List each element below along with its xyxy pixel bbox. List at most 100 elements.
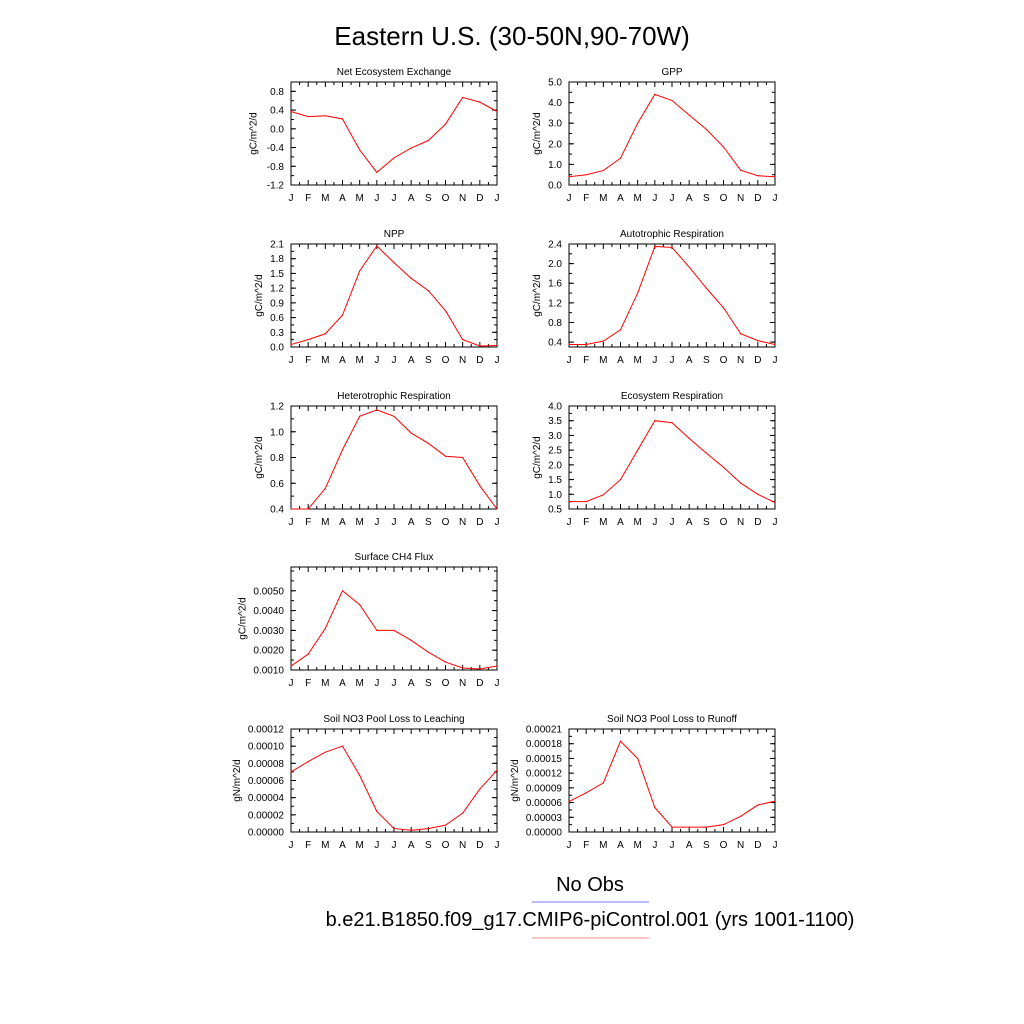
x-tick-label: A <box>339 355 346 366</box>
data-point <box>410 432 412 434</box>
plot-frame <box>290 243 498 348</box>
x-tick-label: J <box>567 517 572 528</box>
data-point <box>427 442 429 444</box>
x-tick-label: A <box>617 193 624 204</box>
data-point <box>427 651 429 653</box>
y-axis-label: gC/m^2/d <box>249 112 260 155</box>
data-point <box>341 118 344 120</box>
y-tick-label: 0.00008 <box>248 759 285 770</box>
plot-frame <box>568 81 776 186</box>
legend-label-obs: No Obs <box>556 874 624 896</box>
data-point <box>654 420 656 422</box>
x-tick-label: N <box>459 355 466 366</box>
y-tick-label: 2.0 <box>548 259 562 270</box>
x-tick-label: M <box>599 517 607 528</box>
data-point <box>479 345 481 347</box>
data-point <box>307 653 309 655</box>
x-tick-label: J <box>495 517 500 528</box>
x-tick-label: J <box>374 840 379 851</box>
data-point <box>324 627 326 630</box>
x-tick-label: J <box>773 193 778 204</box>
data-point <box>585 174 587 176</box>
series-line <box>569 420 776 503</box>
series-line <box>568 93 776 178</box>
data-point <box>602 169 604 172</box>
data-point <box>619 478 622 481</box>
data-point <box>376 171 378 173</box>
x-tick-label: F <box>583 517 589 528</box>
y-axis-label: gC/m^2/d <box>254 274 265 317</box>
y-tick-label: 0.8 <box>548 318 562 329</box>
y-tick-label: 0.9 <box>270 298 284 309</box>
x-tick-label: M <box>633 840 641 851</box>
x-tick-label: A <box>617 840 624 851</box>
y-tick-label: 1.6 <box>548 279 562 290</box>
panel-title: Soil NO3 Pool Loss to Runoff <box>607 714 737 725</box>
y-tick-label: 1.8 <box>270 254 284 265</box>
x-tick-label: J <box>289 840 294 851</box>
data-point <box>568 176 570 178</box>
data-point <box>568 800 570 803</box>
x-tick-label: J <box>392 840 397 851</box>
x-tick-label: J <box>289 678 294 689</box>
data-point <box>688 826 690 828</box>
data-point <box>619 740 622 742</box>
data-point <box>637 449 639 451</box>
x-tick-label: A <box>686 193 693 204</box>
data-point <box>671 422 673 424</box>
series-line <box>291 409 498 510</box>
x-tick-label: J <box>773 840 778 851</box>
y-tick-label: 0.00010 <box>248 742 285 753</box>
x-tick-label: M <box>355 678 363 689</box>
data-point <box>671 99 673 102</box>
x-tick-label: N <box>459 840 466 851</box>
x-tick-label: J <box>652 840 657 851</box>
data-point <box>393 262 395 264</box>
data-point <box>462 812 464 814</box>
y-tick-label: 1.5 <box>548 475 562 486</box>
x-tick-label: J <box>773 517 778 528</box>
x-tick-label: A <box>686 517 693 528</box>
y-tick-label: 1.2 <box>270 284 284 295</box>
y-tick-label: 0.6 <box>270 313 284 324</box>
x-tick-label: M <box>321 193 329 204</box>
x-tick-label: S <box>425 355 432 366</box>
data-point <box>307 508 309 510</box>
x-tick-label: J <box>374 678 379 689</box>
data-point <box>705 287 707 289</box>
x-tick-label: A <box>408 840 415 851</box>
plot-frame <box>290 566 498 671</box>
x-tick-label: J <box>652 517 657 528</box>
data-point <box>359 604 361 606</box>
plot-frame <box>568 728 776 833</box>
data-point <box>393 629 395 631</box>
y-axis-label: gC/m^2/d <box>254 436 265 479</box>
y-tick-label: 0.00003 <box>526 813 563 824</box>
y-tick-label: 1.0 <box>548 160 562 171</box>
x-tick-label: J <box>392 678 397 689</box>
x-tick-label: A <box>686 840 693 851</box>
data-point <box>479 668 481 670</box>
panel-title: Surface CH4 Flux <box>355 552 434 563</box>
data-point <box>324 487 326 489</box>
x-tick-label: N <box>459 517 466 528</box>
x-tick-label: N <box>737 840 744 851</box>
x-tick-label: N <box>737 517 744 528</box>
data-point <box>307 761 309 763</box>
x-tick-label: J <box>392 193 397 204</box>
x-tick-label: D <box>476 193 483 204</box>
y-tick-label: 0.0050 <box>253 586 284 597</box>
data-point <box>427 139 429 142</box>
y-tick-label: 0.00000 <box>526 828 563 839</box>
data-point <box>654 93 656 95</box>
figure-title: Eastern U.S. (30-50N,90-70W) <box>334 21 689 51</box>
data-point <box>585 792 587 794</box>
x-tick-label: O <box>442 355 450 366</box>
y-tick-label: 0.00006 <box>526 798 563 809</box>
data-point <box>307 116 309 118</box>
